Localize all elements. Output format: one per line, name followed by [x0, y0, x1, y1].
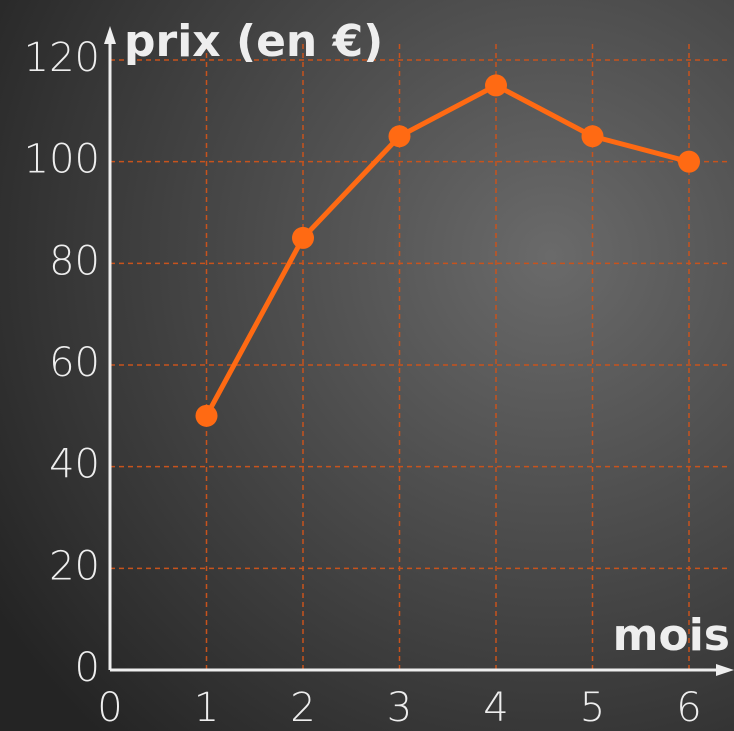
point: [195, 404, 218, 427]
point: [581, 125, 604, 148]
plot: [195, 74, 700, 427]
y-axis-label: prix (en €): [124, 16, 383, 67]
x-tick-label: 0: [97, 685, 122, 731]
grid: [110, 40, 729, 670]
point: [485, 74, 507, 97]
x-tick-label: 1: [194, 685, 219, 731]
y-tick-label: 20: [49, 543, 100, 589]
y-tick-label: 80: [49, 238, 100, 284]
x-tick-label: 6: [676, 685, 701, 731]
x-tick-label: 2: [290, 685, 315, 731]
x-arrow: [716, 664, 734, 676]
point: [678, 150, 700, 173]
point: [292, 226, 314, 249]
y-tick-label: 60: [49, 340, 100, 386]
x-tick-label: 4: [483, 685, 508, 731]
x-axis-label: mois: [613, 610, 730, 661]
y-tick-label: 40: [49, 442, 100, 488]
y-tick-label: 120: [24, 35, 100, 81]
y-tick-label: 0: [75, 645, 100, 691]
x-tick-label: 3: [387, 685, 412, 731]
point: [388, 125, 411, 148]
y-tick-label: 100: [24, 137, 100, 183]
x-tick-label: 5: [580, 685, 605, 731]
y-arrow: [104, 26, 116, 44]
line: [204, 82, 690, 418]
